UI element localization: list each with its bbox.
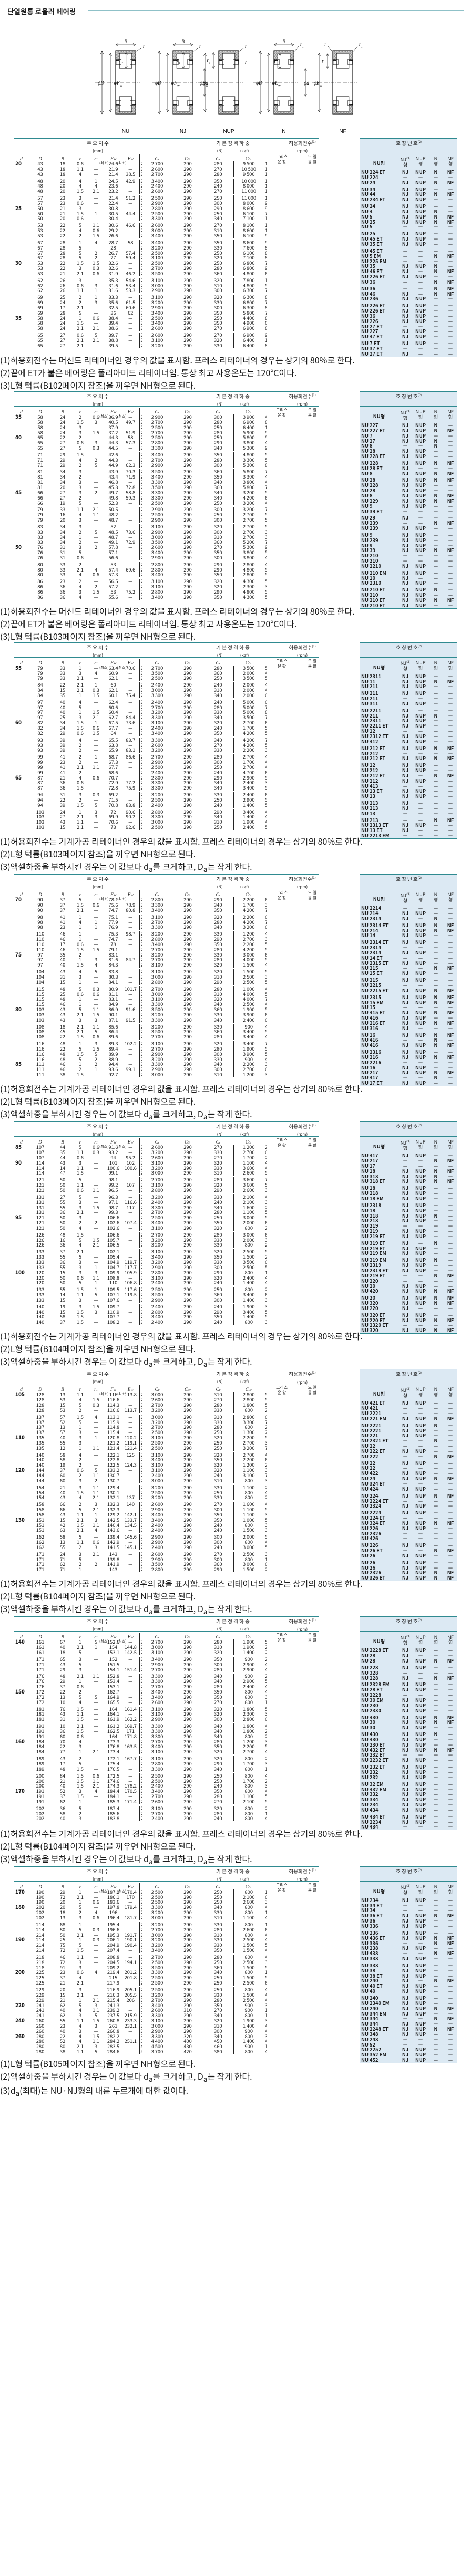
svg-text:B: B <box>181 39 185 45</box>
svg-text:NJ: NJ <box>180 129 186 134</box>
svg-text:ϕD: ϕD <box>155 81 161 86</box>
svg-text:r: r <box>274 59 277 64</box>
svg-text:r: r <box>143 44 145 49</box>
svg-text:ϕD: ϕD <box>256 81 262 86</box>
svg-text:B: B <box>282 39 285 45</box>
svg-text:r1: r1 <box>300 42 304 49</box>
svg-text:r1: r1 <box>207 58 211 65</box>
svg-text:NU: NU <box>122 129 129 134</box>
svg-text:r: r <box>322 59 324 64</box>
svg-text:r: r <box>245 44 247 49</box>
svg-text:r: r <box>245 60 247 65</box>
svg-text:B: B <box>124 39 127 45</box>
svg-text:r: r <box>324 42 326 47</box>
svg-text:N: N <box>282 129 285 134</box>
svg-text:NUP: NUP <box>223 129 234 134</box>
svg-text:NF: NF <box>339 129 346 134</box>
svg-text:ϕEW: ϕEW <box>314 81 323 88</box>
svg-text:r: r <box>199 44 201 49</box>
svg-text:ϕd: ϕd <box>304 81 309 86</box>
svg-text:ϕD: ϕD <box>98 81 104 86</box>
svg-text:r1: r1 <box>359 42 363 49</box>
